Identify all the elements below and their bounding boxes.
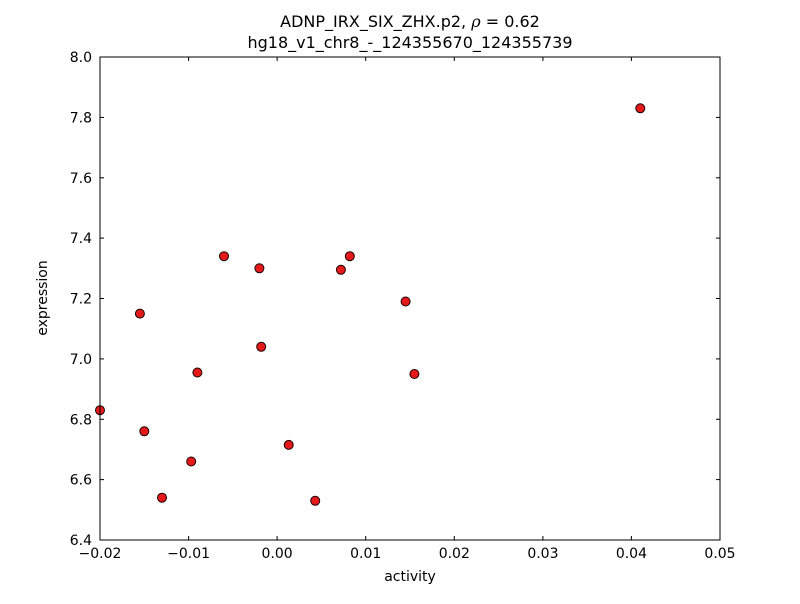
data-point — [139, 426, 150, 437]
data-point — [283, 439, 294, 450]
x-tick-label: 0.00 — [262, 546, 293, 562]
y-tick-label: 8.0 — [70, 50, 92, 66]
points-layer — [95, 103, 646, 506]
ticks-layer: −0.02 −0.01 0.00 0.01 0.02 0.03 0.04 0.05 6.4 6.6… — [70, 50, 736, 562]
data-point — [186, 456, 197, 467]
chart-title-correlation: = 0.62 — [481, 12, 540, 31]
x-axis-label: activity — [384, 569, 436, 585]
y-tick-label: 7.4 — [70, 231, 92, 247]
data-point — [157, 492, 167, 503]
data-point — [344, 251, 355, 262]
data-point — [310, 495, 321, 506]
y-axis-label: expression — [35, 260, 51, 336]
data-point — [335, 264, 346, 275]
y-tick-label: 7.0 — [70, 352, 92, 368]
x-tick-label: 0.02 — [439, 546, 470, 562]
y-tick-label: 7.6 — [70, 171, 92, 187]
chart-subtitle: hg18_v1_chr8_-_124355670_124355739 — [247, 33, 572, 53]
x-tick-label: 0.05 — [704, 546, 735, 562]
chart-title-prefix: ADNP_IRX_SIX_ZHX.p2, — [280, 12, 471, 32]
y-tick-label: 7.8 — [70, 110, 92, 126]
data-point — [192, 367, 203, 378]
y-tick-label: 6.8 — [70, 412, 92, 428]
chart-title: ADNP_IRX_SIX_ZHX.p2, ρ = 0.62 — [280, 12, 540, 32]
axes-frame-layer — [99, 56, 721, 541]
plot-frame — [99, 56, 721, 541]
x-tick-label: −0.02 — [79, 546, 122, 562]
data-point — [254, 263, 265, 274]
x-tick-label: 0.04 — [616, 546, 647, 562]
data-point — [409, 369, 420, 379]
y-tick-label: 6.4 — [70, 533, 92, 549]
x-tick-label: −0.01 — [167, 546, 210, 562]
x-tick-label: 0.03 — [527, 546, 558, 562]
rho-symbol: ρ — [470, 12, 481, 31]
data-point — [400, 296, 411, 307]
data-point — [219, 251, 229, 262]
data-point — [134, 308, 145, 319]
y-tick-label: 6.6 — [70, 473, 92, 489]
x-tick-label: 0.01 — [350, 546, 381, 562]
data-point — [635, 103, 646, 114]
data-point — [256, 341, 267, 352]
y-tick-label: 7.2 — [70, 292, 92, 308]
